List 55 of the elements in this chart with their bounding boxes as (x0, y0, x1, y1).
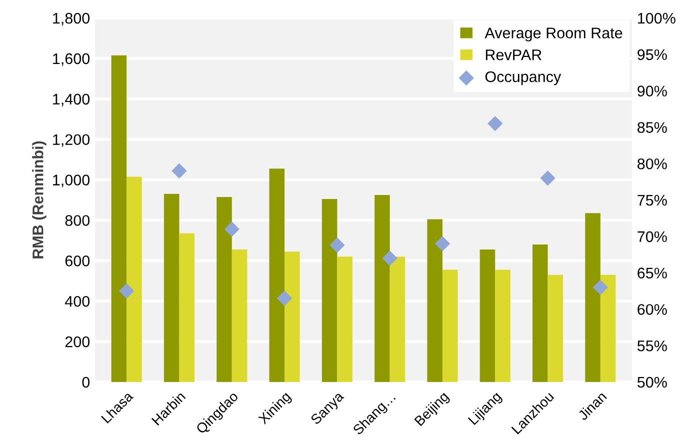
y2-tick-label: 65% (638, 268, 667, 278)
point (276, 290, 292, 306)
y-tick-label: 800 (65, 215, 90, 226)
y2-tick-label: 95% (638, 49, 667, 60)
point (118, 283, 134, 299)
y2-tick-label: 100% (638, 12, 676, 24)
bar (179, 233, 195, 382)
y2-tick-label: 75% (638, 194, 667, 206)
y2-tick-label: 55% (637, 340, 667, 352)
y-axis-title: RMB (Renminbi) (32, 141, 46, 258)
point (488, 116, 503, 132)
bar (232, 250, 248, 382)
bar (390, 256, 406, 382)
bar (269, 168, 285, 382)
point (592, 280, 608, 295)
y-tick-label: 1,800 (53, 12, 90, 26)
y-tick-label: 0 (82, 376, 90, 388)
y-tick-label: 1,600 (53, 53, 90, 66)
bar (600, 274, 616, 382)
y-tick-label: 1,400 (53, 94, 90, 106)
bar (548, 274, 564, 382)
y-tick-label: 200 (65, 336, 90, 348)
y-tick-label: 600 (65, 256, 90, 266)
bar (532, 244, 548, 382)
y2-tick-label: 90% (638, 86, 667, 96)
bar (126, 176, 142, 382)
legend-label: RevPAR (486, 50, 542, 60)
y2-tick-label: 85% (638, 122, 667, 133)
bar (495, 270, 510, 382)
y-tick-label: 400 (65, 296, 90, 307)
legend-label: Average Room Rate (484, 28, 622, 42)
bar (427, 219, 442, 382)
bar (585, 213, 600, 382)
y-tick-label: 1,200 (53, 134, 90, 147)
point (540, 170, 556, 186)
y2-tick-label: 60% (638, 304, 667, 315)
bar (374, 194, 390, 382)
bar (284, 252, 300, 382)
y2-tick-label: 50% (637, 376, 667, 388)
point (382, 250, 398, 266)
bar (164, 194, 180, 382)
legend-label: Occupancy (485, 71, 562, 86)
point (224, 222, 240, 237)
bar (322, 198, 338, 382)
y-tick-label: 1,000 (53, 174, 90, 188)
point (172, 163, 187, 178)
bar (337, 256, 352, 382)
bar (442, 270, 458, 382)
y2-tick-label: 70% (638, 231, 667, 242)
bar (216, 196, 232, 382)
y2-tick-label: 80% (638, 158, 667, 170)
point (330, 238, 345, 253)
point (434, 236, 450, 252)
bar (480, 250, 496, 382)
bar (111, 55, 127, 382)
